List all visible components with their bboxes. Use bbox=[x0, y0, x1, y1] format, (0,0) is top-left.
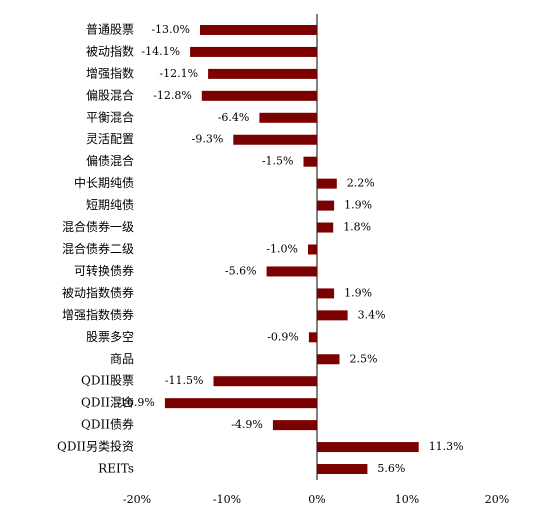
x-tick-label: 0% bbox=[308, 493, 325, 506]
x-tick-label: -20% bbox=[123, 493, 151, 506]
x-tick-label: 20% bbox=[485, 493, 509, 506]
value-label: -6.4% bbox=[218, 111, 250, 124]
value-label: -1.5% bbox=[262, 155, 294, 168]
category-label: QDII混合 bbox=[81, 395, 134, 410]
value-label: -5.6% bbox=[225, 264, 257, 277]
category-label: 股票多空 bbox=[86, 330, 134, 344]
bar bbox=[233, 134, 317, 145]
bar bbox=[303, 156, 317, 167]
value-label: -4.9% bbox=[231, 418, 263, 431]
bar bbox=[201, 90, 317, 101]
bar bbox=[208, 68, 317, 79]
bar bbox=[272, 420, 317, 431]
category-label: 普通股票 bbox=[86, 22, 134, 36]
bar bbox=[164, 398, 317, 409]
value-label: -14.1% bbox=[141, 45, 180, 58]
x-tick-label: 10% bbox=[395, 493, 419, 506]
value-label: 11.3% bbox=[429, 440, 464, 453]
bar bbox=[213, 376, 317, 387]
x-tick-label: -10% bbox=[213, 493, 241, 506]
bar bbox=[317, 354, 340, 365]
bar bbox=[317, 222, 334, 233]
category-label: 商品 bbox=[110, 351, 134, 366]
category-label: 被动指数债券 bbox=[62, 285, 134, 300]
value-label: -12.1% bbox=[159, 67, 198, 80]
value-label: -9.3% bbox=[192, 133, 224, 146]
category-label: QDII股票 bbox=[81, 374, 134, 388]
value-label: 1.9% bbox=[344, 199, 372, 212]
value-label: 2.2% bbox=[347, 177, 375, 190]
value-label: 2.5% bbox=[350, 352, 378, 365]
category-label: 混合债券二级 bbox=[62, 241, 134, 256]
value-label: 1.8% bbox=[343, 221, 371, 234]
value-label: -16.9% bbox=[116, 396, 155, 409]
value-label: 3.4% bbox=[358, 308, 386, 321]
bar bbox=[317, 288, 335, 299]
bar bbox=[266, 266, 317, 277]
category-label: 可转换债券 bbox=[74, 263, 134, 278]
bar bbox=[308, 332, 317, 343]
category-label: REITs bbox=[98, 462, 134, 476]
category-label: 平衡混合 bbox=[86, 109, 134, 124]
category-label: QDII债券 bbox=[81, 417, 134, 432]
bar bbox=[317, 178, 337, 189]
value-label: 1.9% bbox=[344, 286, 372, 299]
category-label: 偏债混合 bbox=[86, 153, 134, 168]
category-label: 被动指数 bbox=[86, 43, 134, 58]
value-label: -0.9% bbox=[267, 330, 299, 343]
bar bbox=[259, 112, 317, 123]
value-label: -1.0% bbox=[266, 243, 298, 256]
bar bbox=[190, 46, 317, 57]
category-label: 灵活配置 bbox=[86, 132, 134, 146]
category-label: 增强指数债券 bbox=[62, 307, 134, 322]
bar bbox=[200, 24, 317, 35]
value-label: -11.5% bbox=[165, 374, 204, 387]
bar bbox=[317, 442, 419, 453]
category-label: QDII另类投资 bbox=[57, 439, 134, 454]
category-label: 中长期纯债 bbox=[74, 175, 134, 190]
category-label: 增强指数 bbox=[86, 65, 134, 80]
value-label: -13.0% bbox=[151, 23, 190, 36]
category-label: 混合债券一级 bbox=[62, 219, 134, 234]
value-label: -12.8% bbox=[153, 89, 192, 102]
bar bbox=[308, 244, 317, 255]
category-label: 短期纯债 bbox=[86, 198, 134, 212]
bar bbox=[317, 200, 335, 211]
value-label: 5.6% bbox=[377, 462, 405, 475]
bar bbox=[317, 310, 348, 321]
bar bbox=[317, 464, 368, 475]
category-label: 偏股混合 bbox=[86, 87, 134, 102]
